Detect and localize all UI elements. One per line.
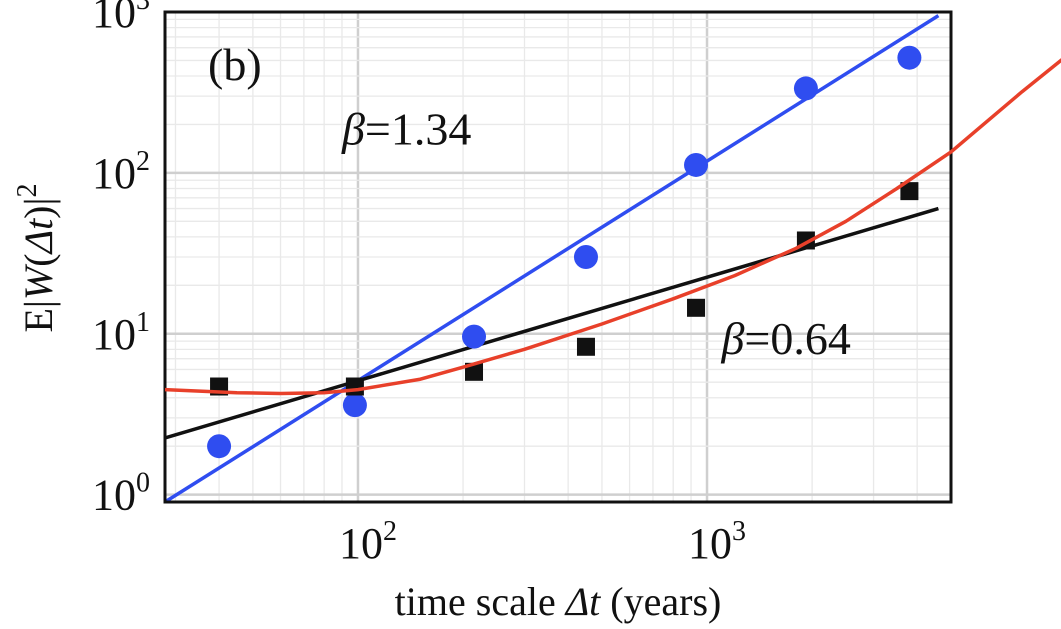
data-point-circle — [462, 324, 487, 349]
x-tick-label: 102 — [339, 516, 397, 568]
plot-frame — [163, 10, 953, 504]
panel-label: (b) — [208, 39, 262, 90]
y-tick-label: 101 — [92, 307, 150, 359]
annotations: β=1.34 β=0.64 — [341, 104, 851, 364]
data-point-circle — [207, 434, 232, 459]
slope-annotation: β=1.34 — [341, 104, 471, 155]
grid — [165, 10, 952, 503]
fit-curve-outside — [164, 58, 1061, 396]
data-point-circle — [793, 76, 818, 101]
y-tick-label: 102 — [92, 146, 150, 198]
data-point-circle — [897, 45, 922, 70]
fit-curve — [164, 58, 1061, 396]
x-axis-label: time scale Δt (years) — [395, 579, 722, 624]
data-point-square — [900, 182, 919, 201]
data-point-square — [687, 298, 706, 317]
y-tick-label: 100 — [92, 468, 150, 520]
x-tick-labels: 102 103 — [339, 516, 746, 568]
data-point-square — [576, 337, 595, 356]
data-point-circle — [342, 393, 367, 418]
data-point-circle — [684, 152, 709, 177]
data-point-square — [345, 377, 364, 396]
x-tick-label: 103 — [688, 516, 746, 568]
y-axis-label: E|W(Δt)|2 — [12, 183, 61, 332]
data-point-square — [465, 362, 484, 381]
slope-annotation: β=0.64 — [720, 313, 850, 364]
data-point-circle — [573, 245, 598, 269]
y-tick-label: 103 — [92, 0, 150, 37]
y-tick-labels: 100 101 102 103 — [92, 0, 150, 520]
data-points — [207, 45, 922, 459]
plot-area — [165, 14, 940, 502]
